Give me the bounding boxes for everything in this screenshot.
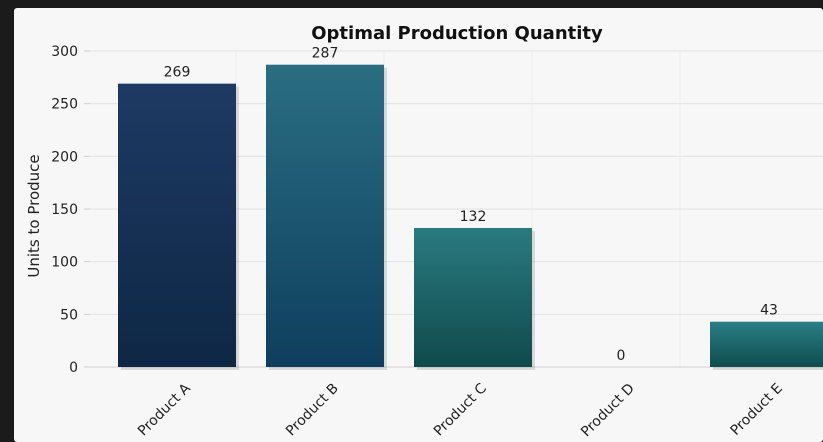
y-tick-label: 100 <box>51 255 78 271</box>
y-tick-label: 300 <box>51 44 78 60</box>
bar-product-b <box>266 64 384 367</box>
bar-layer <box>118 64 823 371</box>
chart-title: Optimal Production Quantity <box>311 23 603 44</box>
x-tick-label: Product A <box>135 380 194 439</box>
bar-value-label: 43 <box>760 303 778 319</box>
bar-value-label: 269 <box>164 65 191 81</box>
y-tick-label: 200 <box>51 149 78 165</box>
y-tick-label: 0 <box>69 360 78 376</box>
y-tick-label: 50 <box>60 307 78 323</box>
y-tick-label: 250 <box>51 97 78 113</box>
bar-value-label: 0 <box>617 348 626 364</box>
x-tick-label: Product E <box>728 381 786 439</box>
x-tick-label: Product D <box>578 381 638 441</box>
y-axis-title: Units to Produce <box>25 154 43 277</box>
bar-product-c <box>414 227 532 367</box>
y-tick-label: 150 <box>51 202 78 218</box>
x-tick-label: Product B <box>283 381 342 440</box>
bar-product-a <box>118 83 236 368</box>
bar-chart: 0 50 100 150 200 250 300 269 Product A 287 Produc… <box>25 23 823 441</box>
x-tick-label: Product C <box>431 380 490 439</box>
bar-value-label: 287 <box>312 46 339 62</box>
chart-panel: 0 50 100 150 200 250 300 269 Product A 287 Produc… <box>14 8 823 442</box>
bar-product-e <box>710 321 823 367</box>
bar-value-label: 132 <box>460 209 487 225</box>
